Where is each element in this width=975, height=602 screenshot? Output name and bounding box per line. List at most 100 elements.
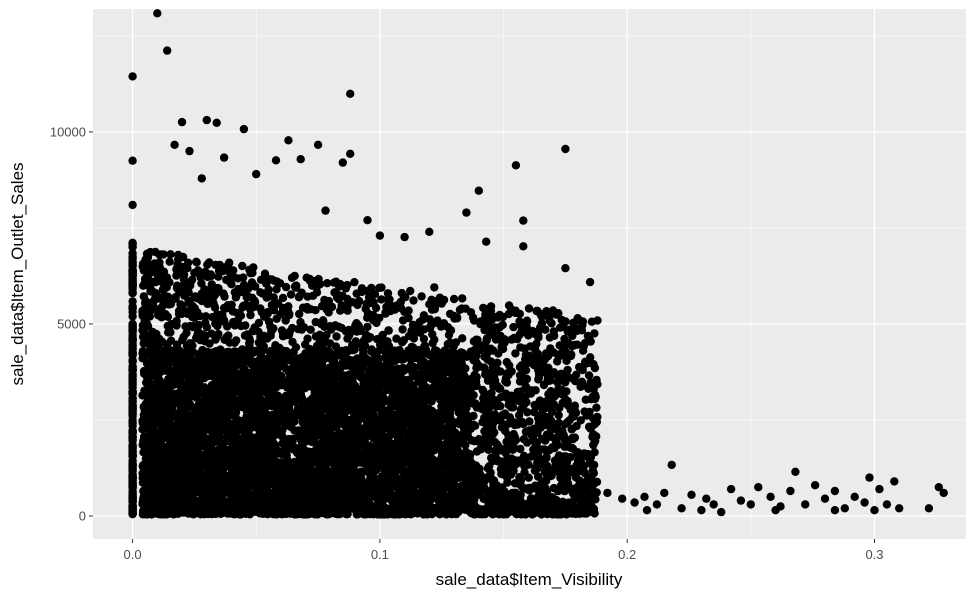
data-point [272, 285, 281, 294]
data-point [577, 377, 587, 386]
data-point [565, 325, 574, 334]
data-point [128, 473, 137, 483]
data-point [870, 506, 879, 515]
data-point [313, 140, 323, 149]
data-point [177, 304, 186, 313]
data-point [227, 271, 236, 280]
data-point [503, 478, 512, 487]
data-point [565, 416, 574, 425]
data-point [436, 322, 446, 331]
data-point [148, 305, 157, 314]
data-point [246, 269, 255, 278]
data-point [475, 464, 484, 473]
data-point [585, 277, 595, 287]
data-point [186, 281, 195, 290]
data-point [128, 388, 137, 397]
data-point [256, 304, 265, 313]
data-point [736, 496, 746, 505]
data-point [476, 445, 486, 454]
data-point [174, 255, 183, 264]
data-point [128, 509, 137, 518]
data-point [356, 508, 365, 517]
data-point [533, 472, 543, 481]
data-point [559, 463, 568, 472]
data-point [409, 296, 418, 305]
data-point [139, 281, 148, 290]
data-point [482, 305, 491, 314]
data-point [267, 300, 277, 310]
data-point [128, 461, 137, 470]
data-point [159, 286, 168, 295]
data-point [350, 278, 359, 287]
data-point [377, 295, 386, 304]
data-point [306, 305, 315, 314]
data-point [474, 186, 483, 195]
data-point [581, 357, 590, 366]
data-point [154, 309, 164, 319]
data-point [528, 326, 537, 336]
data-point [495, 502, 504, 511]
data-point [509, 333, 519, 343]
data-point [667, 460, 676, 470]
data-point [652, 500, 662, 509]
data-point [312, 283, 321, 292]
data-point [443, 339, 453, 349]
data-point [197, 296, 206, 306]
data-point [163, 46, 172, 55]
data-point [295, 292, 304, 301]
data-point [562, 474, 572, 483]
data-point [546, 387, 556, 396]
data-point [660, 488, 669, 498]
data-point [533, 402, 542, 411]
data-point [542, 501, 551, 511]
data-point [428, 319, 438, 328]
data-point [384, 326, 393, 335]
data-point [340, 302, 349, 311]
data-point [552, 310, 561, 319]
data-point [560, 334, 569, 344]
data-point [571, 494, 581, 503]
data-point [618, 494, 627, 503]
data-point [128, 426, 137, 435]
data-point [591, 392, 600, 402]
data-point [579, 486, 588, 496]
data-point [419, 334, 429, 344]
data-point [766, 492, 775, 501]
data-point [296, 155, 305, 164]
data-point [263, 309, 272, 318]
data-point [525, 417, 534, 426]
data-point [271, 341, 280, 350]
data-point [562, 356, 571, 365]
data-point [146, 283, 155, 293]
data-point [491, 312, 500, 322]
data-point [522, 374, 532, 384]
data-point [499, 457, 508, 467]
data-point [481, 473, 491, 482]
data-point [128, 323, 137, 332]
data-point [754, 483, 763, 492]
data-point [296, 318, 305, 327]
data-point [155, 250, 164, 259]
data-point [801, 500, 810, 509]
data-point [726, 484, 736, 494]
data-point [504, 309, 513, 319]
data-point [583, 502, 592, 511]
data-point [508, 445, 517, 454]
data-point [128, 302, 137, 311]
data-point [840, 504, 849, 513]
data-point [363, 322, 372, 332]
data-point [820, 494, 830, 503]
data-point [232, 336, 241, 345]
data-point [523, 408, 532, 417]
data-point [534, 375, 543, 384]
data-point [640, 492, 649, 501]
data-point [371, 303, 381, 313]
data-point [170, 140, 179, 149]
data-point [571, 503, 580, 513]
data-point [425, 227, 434, 236]
data-point [483, 441, 492, 451]
data-point [285, 309, 294, 319]
data-point [128, 156, 137, 165]
data-point [303, 292, 312, 301]
data-point [515, 371, 525, 380]
